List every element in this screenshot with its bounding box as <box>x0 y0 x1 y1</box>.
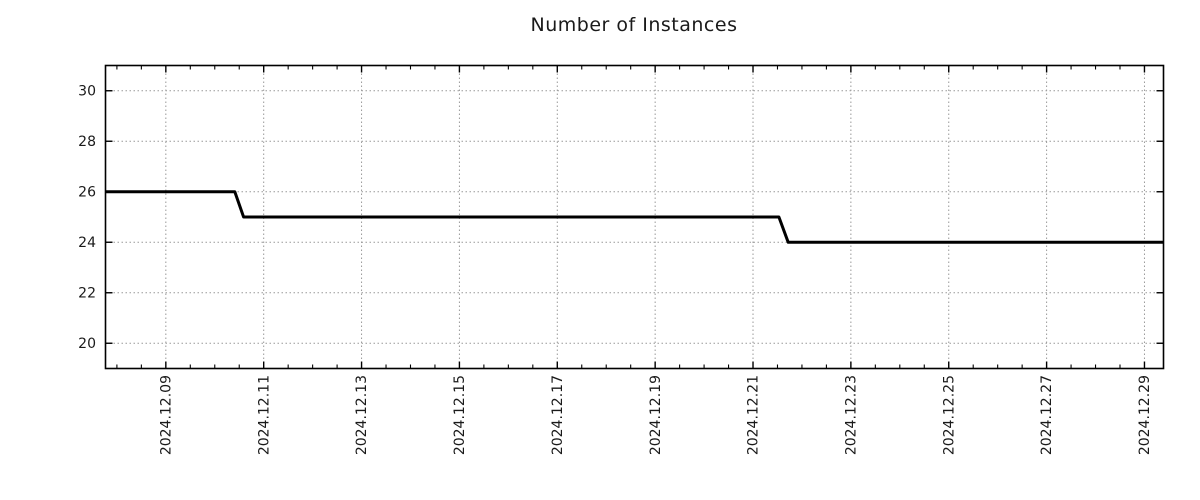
y-tick-label: 30 <box>78 83 96 99</box>
y-tick-label: 28 <box>78 134 96 150</box>
y-tick-label: 26 <box>78 184 96 200</box>
x-tick-label: 2024.12.27 <box>1039 375 1055 455</box>
x-tick-label: 2024.12.25 <box>941 375 957 455</box>
plot-frame <box>104 64 1165 370</box>
series-line-instances <box>105 190 1164 244</box>
x-tick-label: 2024.12.15 <box>452 375 468 455</box>
y-tick-label: 20 <box>78 336 96 352</box>
x-tick-label: 2024.12.19 <box>648 375 664 455</box>
x-tick-label: 2024.12.23 <box>843 375 859 455</box>
chart-title: Number of Instances <box>530 14 738 36</box>
x-tick-label: 2024.12.29 <box>1137 375 1153 455</box>
x-tick-label: 2024.12.17 <box>550 375 566 455</box>
y-tick-label: 24 <box>78 235 96 251</box>
y-tick-label: 22 <box>78 285 96 301</box>
x-tick-label: 2024.12.11 <box>256 375 272 455</box>
x-tick-label: 2024.12.13 <box>354 375 370 455</box>
x-tick-label: 2024.12.21 <box>746 375 762 455</box>
x-tick-label: 2024.12.09 <box>158 375 174 455</box>
